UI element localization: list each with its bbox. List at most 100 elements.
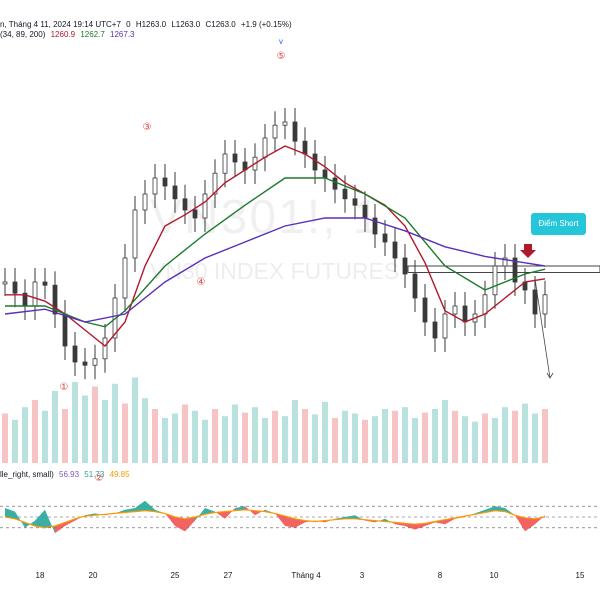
- candle-body: [192, 209, 198, 219]
- open-value: 0: [126, 20, 131, 29]
- volume-bar: [142, 398, 148, 463]
- candle-body: [362, 204, 368, 219]
- x-axis: 18 20 25 27 Tháng 4 3 8 10 15: [36, 571, 585, 580]
- ma89-value: 1262.7: [80, 30, 105, 39]
- volume-bar: [202, 419, 208, 463]
- candle-body: [102, 337, 108, 360]
- candle-body: [62, 313, 68, 347]
- volume-bar: [432, 409, 438, 463]
- volume-bar: [292, 400, 298, 463]
- volume-bar: [392, 410, 398, 463]
- volume-bar: [272, 410, 278, 463]
- oscillator-fill: [105, 513, 115, 516]
- indicator-value-1: 56.93: [59, 470, 80, 479]
- volume-bar: [232, 404, 238, 463]
- volume-bar: [422, 412, 428, 463]
- oscillator-fill: [15, 511, 25, 528]
- oscillator-fill: [295, 518, 305, 528]
- resistance-zone: [407, 265, 600, 273]
- oscillator-fill: [425, 521, 435, 526]
- ma-params: (34, 89, 200): [0, 30, 46, 39]
- candle-body: [372, 217, 378, 235]
- volume-bar: [102, 400, 108, 463]
- candle-body: [12, 281, 18, 294]
- volume-bar: [12, 419, 18, 463]
- candle-body: [212, 172, 218, 195]
- volume-bar: [42, 410, 48, 463]
- oscillator-fill: [185, 517, 195, 532]
- volume-bar: [482, 413, 488, 463]
- candle-body: [432, 321, 438, 339]
- oscillator-fill: [525, 517, 535, 532]
- volume-bar: [62, 409, 68, 463]
- short-callout[interactable]: Điểm Short: [531, 213, 586, 235]
- volume-bar: [252, 407, 258, 463]
- resistance-box: [407, 265, 600, 273]
- volume-bar: [52, 391, 58, 463]
- volume-bar: [512, 410, 518, 463]
- oscillator-fill: [25, 520, 35, 528]
- candle-body: [392, 241, 398, 259]
- volume-bar: [342, 410, 348, 463]
- volume-bar: [532, 413, 538, 463]
- oscillator-fill: [275, 513, 285, 526]
- volume-bar: [262, 418, 268, 463]
- candle-body: [542, 294, 548, 315]
- volume-bar: [372, 416, 378, 463]
- wave-label: ③: [143, 122, 152, 133]
- volume-bar: [122, 403, 128, 463]
- x-tick-label: 8: [438, 571, 443, 580]
- candle-body: [272, 124, 278, 139]
- oscillator-fill: [435, 519, 445, 525]
- oscillator-fill: [265, 509, 275, 514]
- x-tick-label: 20: [89, 571, 98, 580]
- candle-body: [342, 188, 348, 200]
- indicator-value-2: 51.73: [84, 470, 105, 479]
- oscillator-fill: [505, 508, 515, 516]
- volume-bars: [2, 377, 548, 463]
- oscillator-fill: [145, 500, 155, 512]
- volume-bar: [212, 409, 218, 463]
- ma-legend: (34, 89, 200) 1260.9 1262.7 1267.3: [0, 30, 137, 39]
- wave-label: ①: [60, 382, 69, 393]
- volume-bar: [352, 413, 358, 463]
- volume-bar: [462, 416, 468, 463]
- oscillator-fill: [195, 508, 205, 521]
- oscillator-signal-line: [4, 509, 546, 529]
- candle-body: [482, 294, 488, 315]
- wave-label: ④: [197, 277, 206, 288]
- candle-body: [262, 137, 268, 158]
- candle-body: [422, 297, 428, 323]
- candle-body: [292, 121, 298, 142]
- candle-body: [282, 121, 288, 126]
- oscillator-panel: [0, 500, 600, 534]
- volume-bar: [542, 409, 548, 463]
- volume-bar: [162, 418, 168, 463]
- volume-bar: [152, 409, 158, 463]
- candle-body: [492, 265, 498, 296]
- x-tick-label: 25: [171, 571, 180, 580]
- volume-bar: [2, 413, 8, 463]
- volume-bar: [242, 412, 248, 463]
- candle-body: [512, 257, 518, 283]
- volume-bar: [22, 407, 28, 463]
- symbol-date: n, Tháng 4 11, 2024 19:14 UTC+7: [0, 20, 121, 29]
- candle-body: [82, 361, 88, 366]
- candle-body: [2, 281, 8, 285]
- volume-bar: [332, 418, 338, 463]
- oscillator-fill: [375, 518, 385, 523]
- volume-bar: [222, 416, 228, 463]
- projection-line: [534, 278, 551, 379]
- projection-arrows: [520, 244, 554, 379]
- candle-body: [382, 233, 388, 243]
- oscillator-fill: [285, 516, 295, 528]
- indicator-value-3: 49.85: [109, 470, 130, 479]
- x-tick-label: 18: [36, 571, 45, 580]
- down-arrow-icon: [520, 244, 536, 258]
- candle-body: [152, 177, 158, 195]
- high-value: H1263.0: [135, 20, 167, 29]
- volume-bar: [382, 409, 388, 463]
- oscillator-fill: [5, 508, 15, 519]
- volume-bar: [402, 407, 408, 463]
